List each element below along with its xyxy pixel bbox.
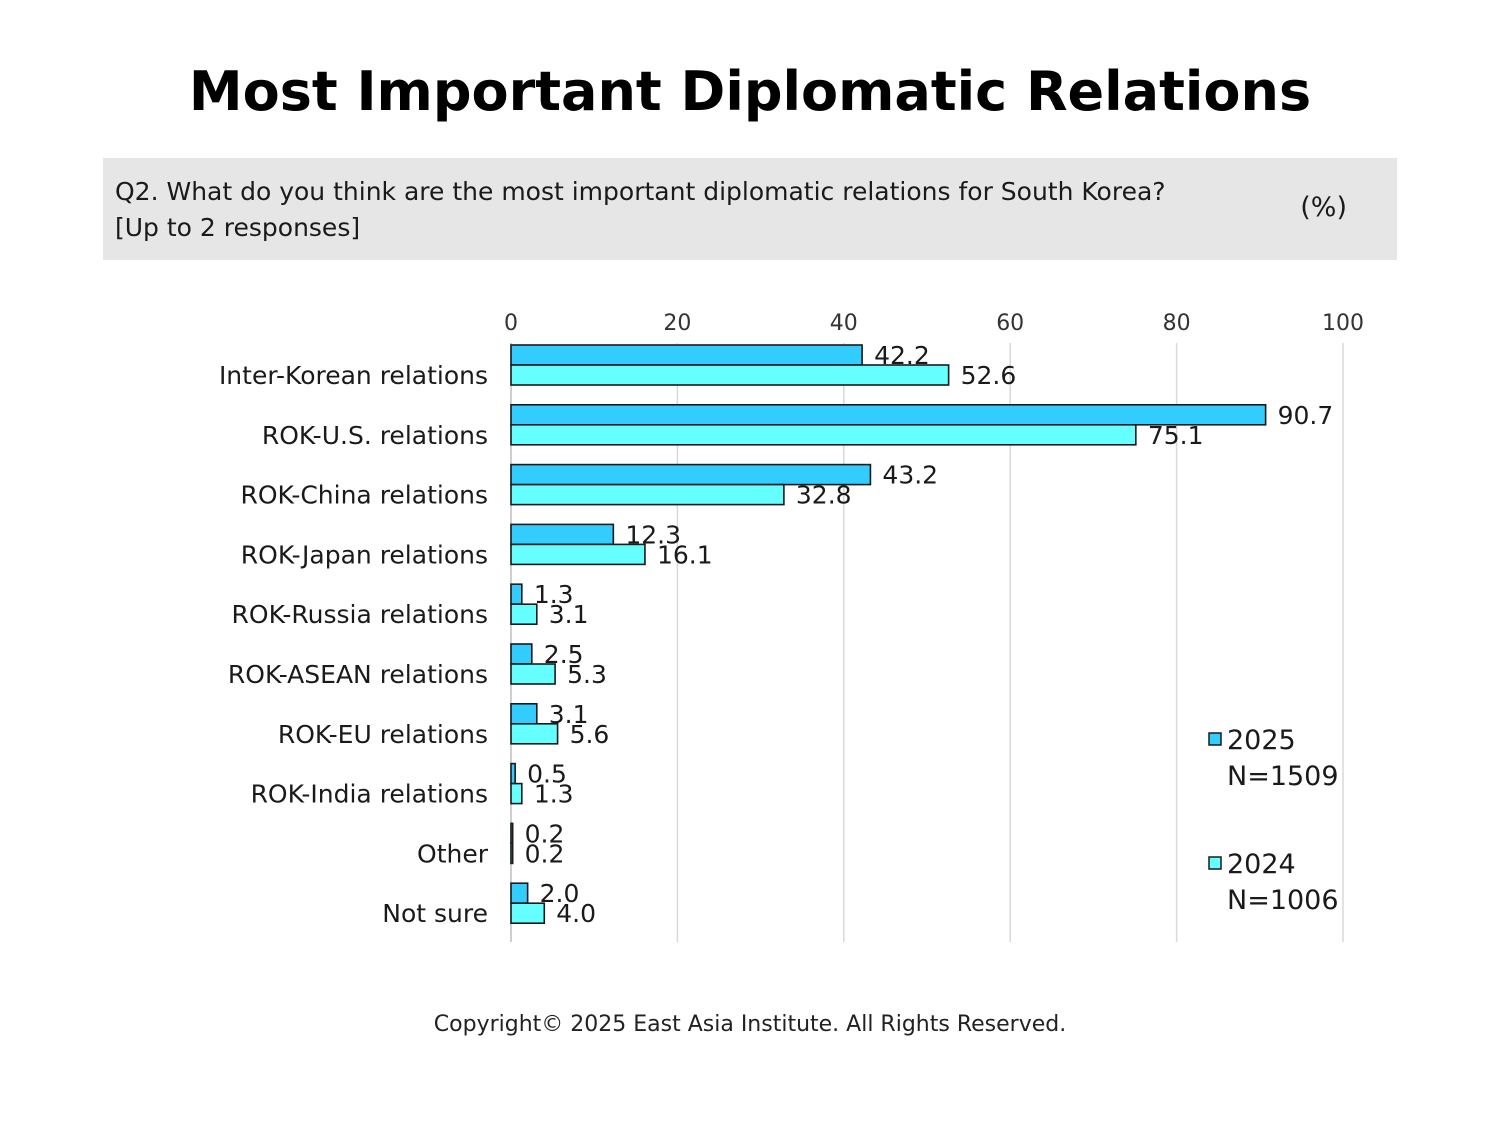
category-label: Other [417, 839, 489, 868]
bar-2024 [510, 603, 538, 626]
question-line-2: [Up to 2 responses] [115, 213, 361, 242]
bar-2025 [510, 762, 516, 785]
x-tick-label: 20 [663, 311, 691, 336]
category-label: ROK-China relations [241, 481, 489, 510]
data-label: 0.2 [525, 819, 565, 848]
bar-2025 [510, 882, 529, 905]
data-label: 5.6 [570, 720, 610, 749]
bar-2024 [510, 663, 556, 685]
question-box: Q2. What do you think are the most impor… [103, 158, 1397, 260]
bar-2024 [510, 483, 785, 506]
legend-note: N=1006 [1227, 885, 1339, 916]
bar-2024 [510, 364, 950, 386]
data-label: 75.1 [1148, 421, 1204, 450]
category-label: ROK-U.S. relations [262, 421, 488, 450]
data-label: 3.1 [549, 600, 589, 629]
legend-swatch-2024 [1208, 856, 1222, 870]
x-tick-label: 80 [1163, 311, 1191, 336]
x-tick-label: 60 [996, 311, 1024, 336]
question-line-1: Q2. What do you think are the most impor… [115, 177, 1166, 206]
data-label: 90.7 [1278, 401, 1334, 430]
legend-label: 2025 [1227, 725, 1296, 756]
legend-label: 2024 [1227, 849, 1296, 880]
bar-2024 [510, 543, 646, 566]
data-label: 0.2 [525, 839, 565, 868]
bar-2024 [510, 902, 546, 925]
data-label: 43.2 [882, 461, 938, 490]
bar-2024 [510, 782, 523, 805]
category-label: ROK-ASEAN relations [228, 660, 488, 689]
bar-2024 [510, 722, 559, 745]
data-label: 1.3 [534, 580, 574, 609]
category-label: ROK-Japan relations [241, 540, 488, 569]
bar-2024 [510, 842, 514, 865]
chart-title: Most Important Diplomatic Relations [188, 60, 1312, 123]
category-label: ROK-India relations [251, 780, 488, 809]
x-tick-label: 40 [830, 311, 858, 336]
data-label: 2.0 [540, 879, 580, 908]
data-label: 16.1 [657, 540, 713, 569]
data-label: 1.3 [534, 780, 574, 809]
data-label: 32.8 [796, 481, 852, 510]
category-label: Not sure [382, 899, 488, 928]
copyright-notice: Copyright© 2025 East Asia Institute. All… [433, 1012, 1067, 1037]
bar-2025 [510, 702, 538, 725]
data-label: 5.3 [567, 660, 607, 689]
bar-2025 [510, 344, 863, 366]
data-label: 52.6 [961, 361, 1017, 390]
bar-2025 [510, 822, 514, 845]
data-label: 4.0 [556, 899, 596, 928]
unit-label: (%) [1300, 192, 1347, 223]
bar-2024 [510, 423, 1137, 446]
data-label: 0.5 [527, 760, 567, 789]
legend-note: N=1509 [1227, 761, 1339, 792]
bar-2025 [510, 643, 533, 665]
question-text: Q2. What do you think are the most impor… [115, 174, 1166, 246]
category-label: ROK-EU relations [278, 720, 488, 749]
category-label: Inter-Korean relations [219, 361, 488, 390]
x-tick-label: 0 [504, 311, 518, 336]
category-label: ROK-Russia relations [232, 600, 488, 629]
legend-swatch-2025 [1208, 732, 1222, 746]
bar-2025 [510, 583, 523, 606]
x-tick-label: 100 [1322, 311, 1364, 336]
bar-2025 [510, 523, 615, 546]
